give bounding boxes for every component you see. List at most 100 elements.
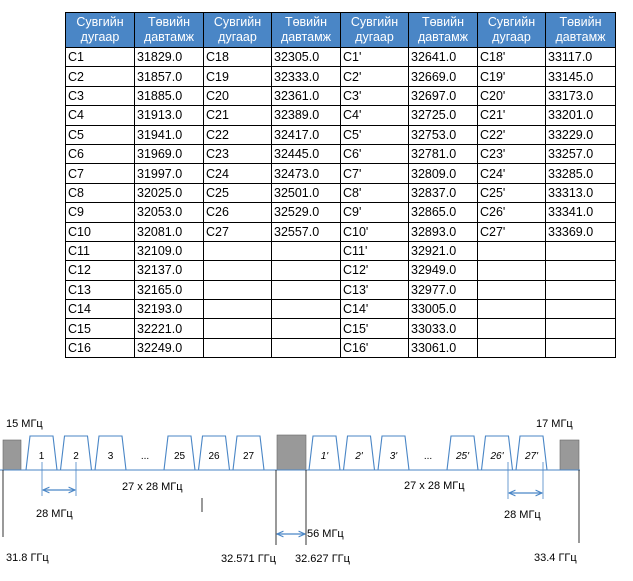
channel-number-cell: C14'	[340, 299, 409, 320]
channel-shape	[342, 435, 376, 471]
table-row: C5 31941.0 C22 32417.0 C5' 32753.0 C22' 33229.0	[65, 124, 616, 145]
span-left-label: 27 x 28 МГц	[122, 481, 183, 493]
freq-start-label: 31.8 ГГц	[6, 552, 49, 564]
channel-number-cell: C26	[203, 202, 272, 223]
channel-number-cell: C2	[65, 66, 135, 87]
center-frequency-cell: 32725.0	[408, 105, 478, 126]
center-frequency-cell	[271, 299, 341, 320]
center-frequency-cell: 33173.0	[545, 85, 616, 107]
center-frequency-cell: 32781.0	[408, 143, 478, 165]
channel-number-cell: C3	[65, 85, 135, 107]
guard-band-left	[2, 439, 22, 471]
center-frequency-cell	[271, 260, 341, 281]
header-center-frequency: Төвийн давтамж	[545, 12, 616, 48]
channel-label: 25'	[455, 451, 470, 462]
channel-number-cell	[203, 337, 272, 359]
channel-number-cell: C1'	[340, 46, 409, 68]
header-center-frequency: Төвийн давтамж	[271, 12, 341, 48]
channel-shape	[197, 435, 231, 471]
channel-number-cell: C27'	[477, 221, 546, 242]
channel-number-cell: C12	[65, 260, 135, 281]
channel-ellipsis: ...	[141, 451, 149, 462]
channel-number-cell: C19	[203, 66, 272, 87]
header-channel-number: Сувгийн дугаар	[65, 12, 135, 48]
left-channel-group: 1 2 3... 25 26 27	[25, 435, 265, 471]
center-frequency-cell: 32837.0	[408, 182, 478, 204]
channel-plan-diagram: 15 МГц 17 МГц 1 2 3... 25 26 27 1' 2' 3'... 25' 2…	[0, 418, 580, 565]
channel-number-cell: C22	[203, 124, 272, 145]
center-frequency-cell: 32417.0	[271, 124, 341, 145]
center-frequency-cell: 32389.0	[271, 105, 341, 126]
freq-right-start-label: 32.627 ГГц	[295, 553, 351, 565]
center-frequency-cell: 32501.0	[271, 182, 341, 204]
center-frequency-cell: 31997.0	[134, 163, 204, 184]
center-frequency-cell: 32109.0	[134, 240, 204, 262]
center-frequency-cell: 31969.0	[134, 143, 204, 165]
table-row: C14 32193.0 C14' 33005.0	[65, 299, 616, 320]
guard-left-label: 15 МГц	[6, 418, 43, 430]
header-center-frequency: Төвийн давтамж	[408, 12, 478, 48]
channel-number-cell: C5	[65, 124, 135, 145]
channel-label: 25	[174, 451, 186, 462]
table-row: C9 32053.0 C26 32529.0 C9' 32865.0 C26' 33341.0	[65, 202, 616, 223]
channel-number-cell: C26'	[477, 202, 546, 223]
center-frequency-cell	[545, 279, 616, 301]
channel-number-cell: C18	[203, 46, 272, 68]
spacing-right-label: 28 МГц	[504, 509, 541, 521]
center-frequency-cell: 33005.0	[408, 299, 478, 320]
channel-number-cell: C8'	[340, 182, 409, 204]
channel-label: 2'	[354, 451, 364, 462]
center-frequency-cell: 32641.0	[408, 46, 478, 68]
channel-shape	[515, 435, 548, 471]
channel-number-cell: C6'	[340, 143, 409, 165]
table-row: C1 31829.0 C18 32305.0 C1' 32641.0 C18' 33117.0	[65, 46, 616, 68]
center-frequency-cell	[545, 299, 616, 320]
center-frequency-cell: 32081.0	[134, 221, 204, 242]
channel-number-cell: C10	[65, 221, 135, 242]
center-frequency-cell: 33061.0	[408, 337, 478, 359]
channel-number-cell: C16	[65, 337, 135, 359]
table-row: C12 32137.0 C12' 32949.0	[65, 260, 616, 281]
channel-number-cell	[477, 337, 546, 359]
channel-number-cell	[203, 318, 272, 339]
table-row: C2 31857.0 C19 32333.0 C2' 32669.0 C19' 33145.0	[65, 66, 616, 87]
channel-number-cell: C27	[203, 221, 272, 242]
channel-number-cell: C2'	[340, 66, 409, 87]
center-frequency-cell: 32333.0	[271, 66, 341, 87]
channel-shape	[308, 435, 341, 471]
channel-number-cell: C23	[203, 143, 272, 165]
channel-number-cell: C21'	[477, 105, 546, 126]
channel-label: 1	[39, 451, 45, 462]
center-frequency-cell: 32529.0	[271, 202, 341, 223]
channel-label: 3'	[390, 451, 399, 462]
center-gap-band	[276, 434, 307, 471]
center-frequency-cell: 31941.0	[134, 124, 204, 145]
channel-number-cell: C15'	[340, 318, 409, 339]
channel-number-cell	[477, 318, 546, 339]
center-frequency-cell: 32865.0	[408, 202, 478, 223]
center-frequency-cell: 33117.0	[545, 46, 616, 68]
channel-number-cell: C21	[203, 105, 272, 126]
channel-ellipsis: ...	[424, 451, 432, 462]
channel-number-cell: C24'	[477, 163, 546, 184]
center-frequency-cell: 32305.0	[271, 46, 341, 68]
center-frequency-cell: 32697.0	[408, 85, 478, 107]
center-frequency-cell: 32025.0	[134, 182, 204, 204]
center-frequency-cell: 32193.0	[134, 299, 204, 320]
center-frequency-cell: 32893.0	[408, 221, 478, 242]
center-frequency-cell: 33341.0	[545, 202, 616, 223]
channel-number-cell: C18'	[477, 46, 546, 68]
table-header-row: Сувгийн дугаар Төвийн давтамж Сувгийн ду…	[65, 12, 616, 48]
channel-number-cell	[203, 279, 272, 301]
channel-number-cell: C8	[65, 182, 135, 204]
center-frequency-cell: 32361.0	[271, 85, 341, 107]
channel-number-cell: C9	[65, 202, 135, 223]
center-frequency-cell: 33369.0	[545, 221, 616, 242]
channel-shape	[446, 435, 479, 471]
center-frequency-cell: 31913.0	[134, 105, 204, 126]
channel-number-cell: C24	[203, 163, 272, 184]
table-row: C15 32221.0 C15' 33033.0	[65, 318, 616, 339]
table-row: C8 32025.0 C25 32501.0 C8' 32837.0 C25' 33313.0	[65, 182, 616, 204]
freq-left-end-label: 32.571 ГГц	[221, 553, 277, 565]
center-frequency-cell: 31857.0	[134, 66, 204, 87]
